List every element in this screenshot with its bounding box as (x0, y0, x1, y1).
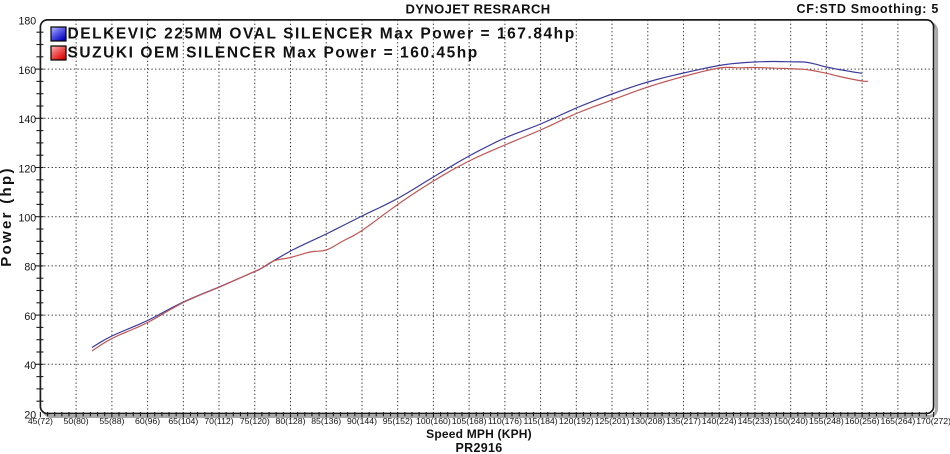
svg-text:160: 160 (19, 65, 37, 77)
svg-text:145(233): 145(233) (738, 416, 773, 426)
svg-text:140(224): 140(224) (702, 416, 737, 426)
svg-text:155(248): 155(248) (809, 416, 844, 426)
svg-text:150(240): 150(240) (773, 416, 808, 426)
svg-text:130(208): 130(208) (630, 416, 665, 426)
svg-text:60: 60 (24, 311, 36, 323)
svg-text:180: 180 (19, 16, 37, 28)
svg-text:55(88): 55(88) (99, 416, 124, 426)
svg-text:135(217): 135(217) (666, 416, 701, 426)
svg-text:50(80): 50(80) (64, 416, 89, 426)
svg-text:160(256): 160(256) (845, 416, 880, 426)
svg-text:100: 100 (19, 213, 37, 225)
svg-text:DYNOJET RESRARCH: DYNOJET RESRARCH (405, 2, 550, 17)
svg-text:125(201): 125(201) (595, 416, 630, 426)
svg-text:PR2916: PR2916 (456, 441, 503, 454)
svg-text:40: 40 (24, 360, 36, 372)
svg-text:170(272): 170(272) (916, 416, 950, 426)
svg-text:115(184): 115(184) (524, 416, 558, 426)
svg-text:165(264): 165(264) (881, 416, 916, 426)
svg-text:20: 20 (24, 409, 36, 421)
svg-text:DELKEVIC 225MM OVAL SILENCER M: DELKEVIC 225MM OVAL SILENCER Max Power =… (68, 26, 576, 43)
svg-text:95(152): 95(152) (383, 416, 413, 426)
svg-text:80: 80 (24, 262, 36, 274)
svg-text:Power (hp): Power (hp) (0, 166, 15, 267)
svg-text:140: 140 (19, 114, 37, 126)
svg-text:90(144): 90(144) (347, 416, 377, 426)
svg-text:85(136): 85(136) (311, 416, 341, 426)
svg-text:65(104): 65(104) (168, 416, 198, 426)
svg-text:100(160): 100(160) (416, 416, 451, 426)
svg-text:110(176): 110(176) (488, 416, 522, 426)
svg-text:75(120): 75(120) (240, 416, 270, 426)
svg-text:SUZUKI OEM SILENCER Max Power: SUZUKI OEM SILENCER Max Power = 160.45hp (68, 45, 479, 62)
svg-text:120(192): 120(192) (559, 416, 594, 426)
svg-text:CF:STD Smoothing: 5: CF:STD Smoothing: 5 (797, 2, 939, 16)
svg-text:80(128): 80(128) (276, 416, 306, 426)
svg-text:60(96): 60(96) (135, 416, 160, 426)
svg-text:120: 120 (19, 163, 37, 175)
svg-text:105(168): 105(168) (452, 416, 487, 426)
svg-text:Speed MPH (KPH): Speed MPH (KPH) (426, 427, 532, 441)
svg-text:70(112): 70(112) (204, 416, 233, 426)
svg-text:45(72): 45(72) (28, 416, 53, 426)
